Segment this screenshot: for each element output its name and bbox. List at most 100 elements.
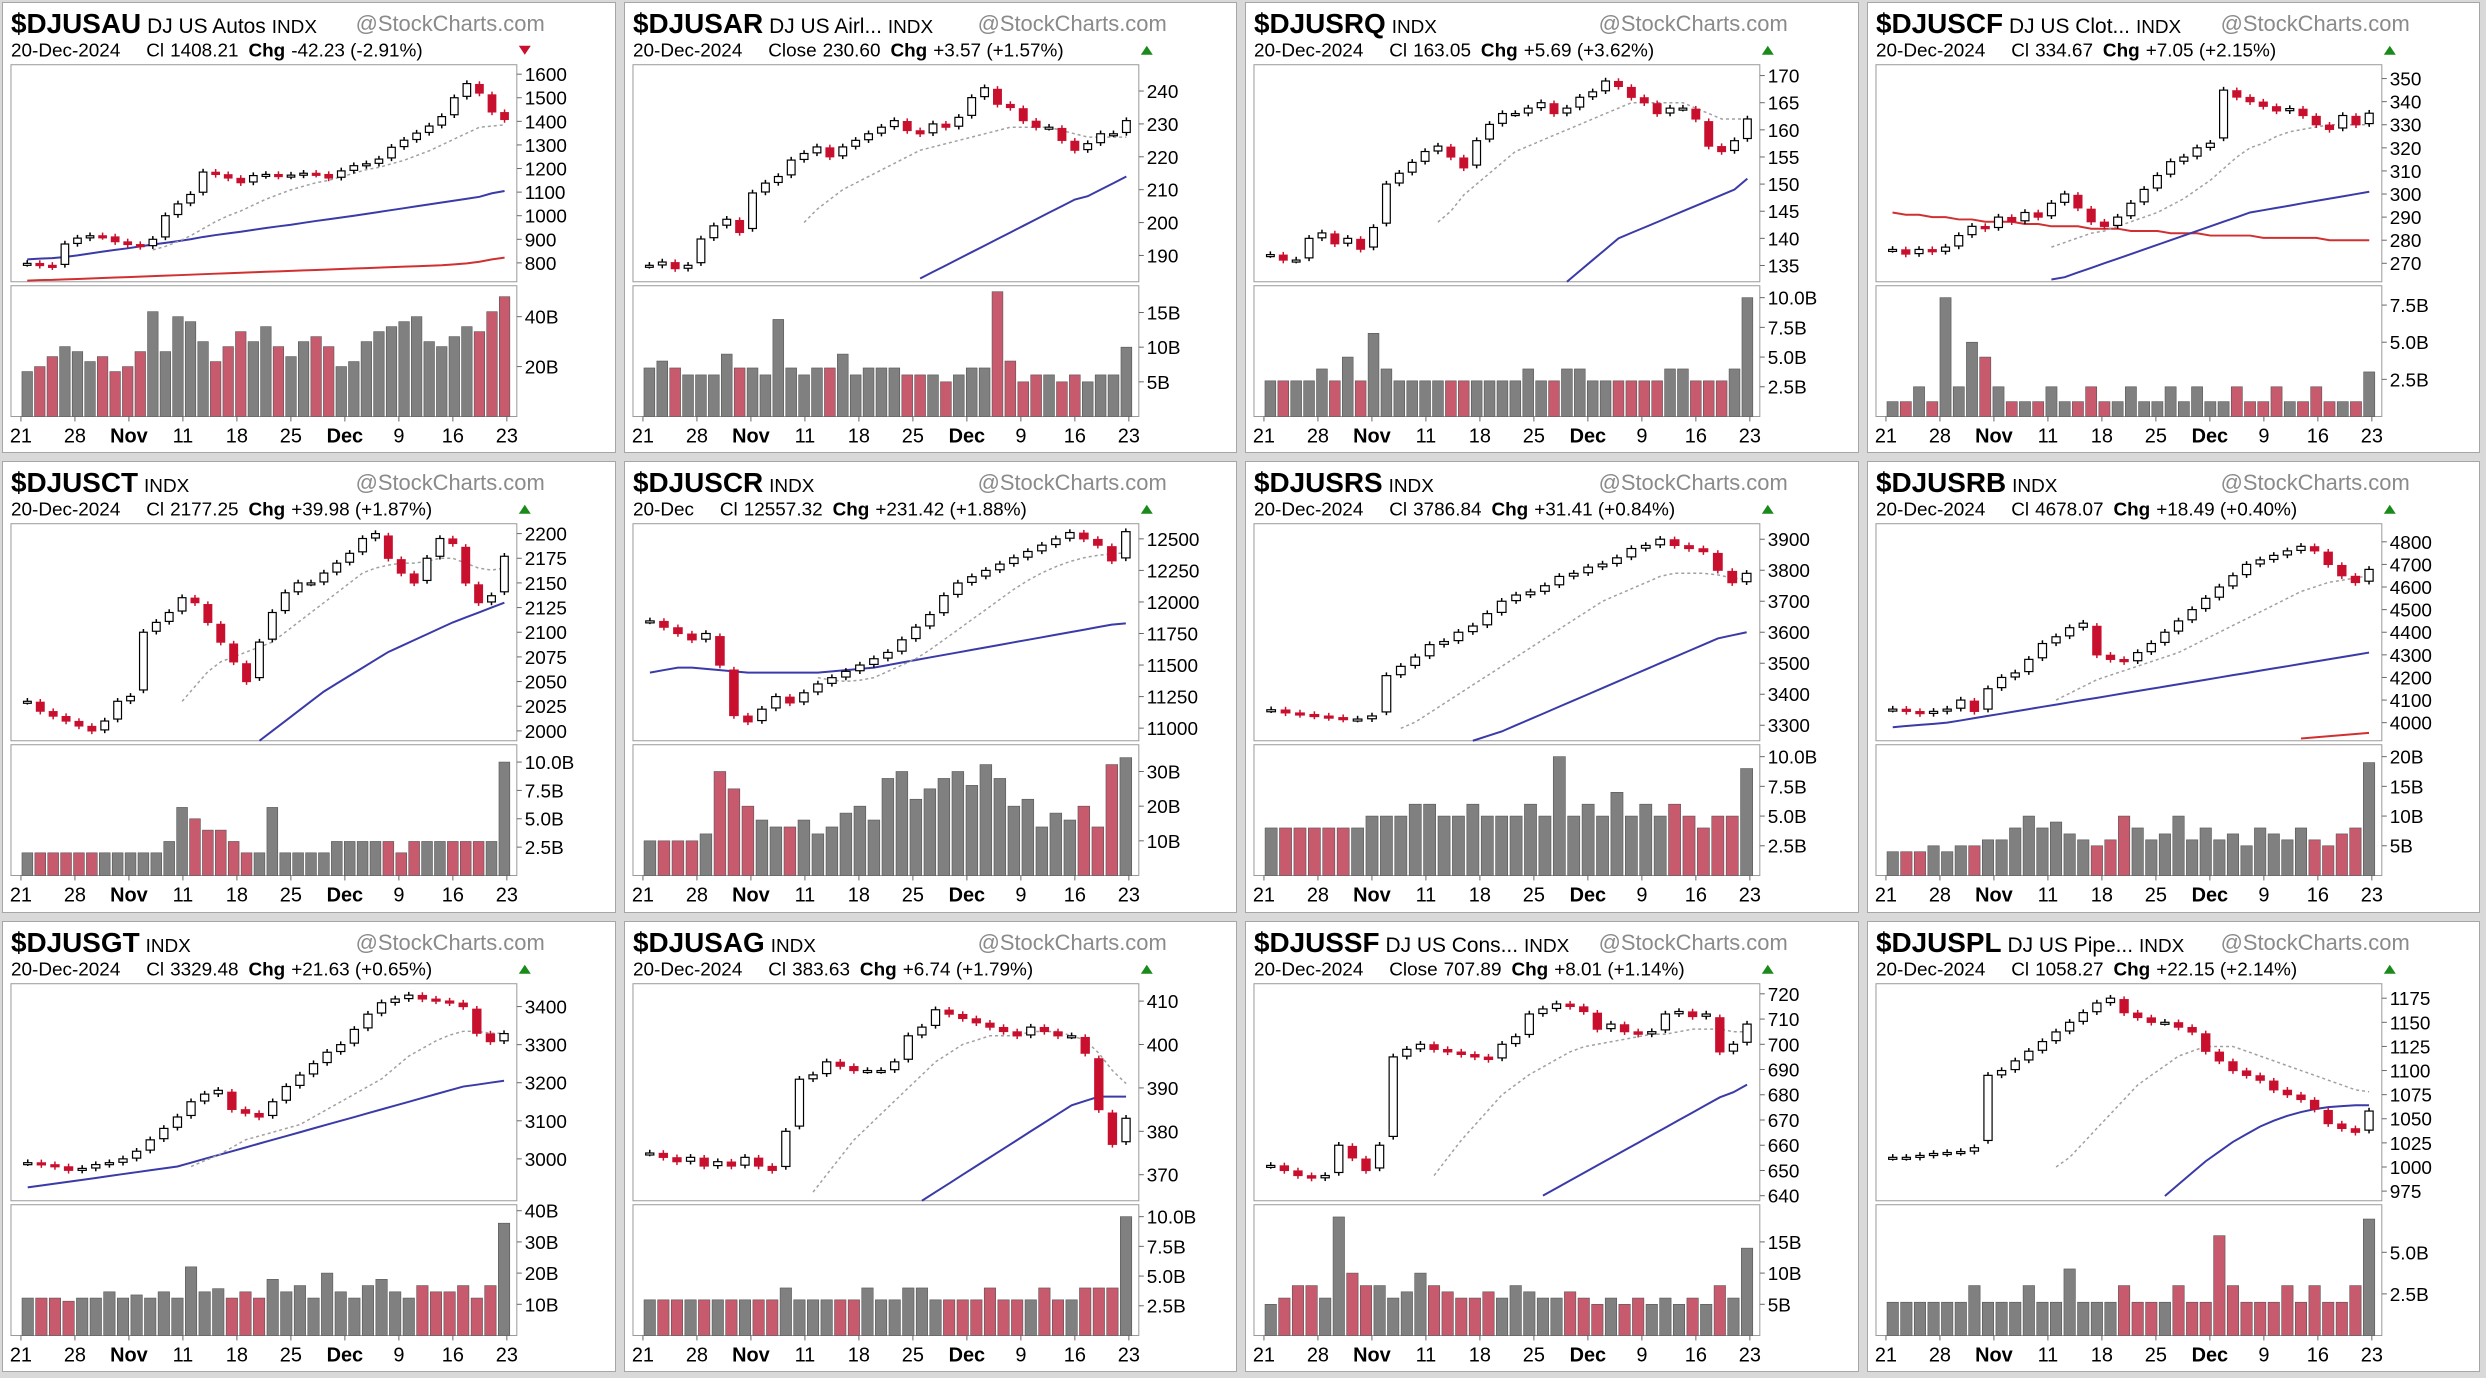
candle-body: [658, 1152, 668, 1158]
volume-bar: [2022, 1284, 2035, 1336]
candle-body: [1347, 1145, 1358, 1159]
candle-body: [173, 203, 183, 216]
x-tick-label: 25: [2144, 425, 2166, 447]
volume-bar: [1042, 374, 1055, 417]
chart-panel-djuscr[interactable]: $DJUSCR INDX @StockCharts.com 20-Dec Cl 12557…: [623, 461, 1237, 913]
volume-bar: [1264, 1303, 1277, 1336]
volume-bar: [1564, 1291, 1577, 1336]
candle: [2050, 1028, 2061, 1044]
volume-bar: [1638, 380, 1650, 417]
candle: [345, 550, 355, 566]
candle: [254, 639, 264, 682]
candle: [1900, 246, 1910, 258]
candle: [742, 713, 753, 726]
chart-panel-djusrs[interactable]: $DJUSRS INDX @StockCharts.com 20-Dec-2024 Cl…: [1245, 461, 1859, 913]
candle-body: [695, 238, 705, 264]
candle-body: [786, 159, 796, 176]
close-value: 383.63: [792, 959, 850, 980]
chart-panel-djusct[interactable]: $DJUSCT INDX @StockCharts.com 20-Dec-2024 Cl…: [2, 461, 616, 913]
candle: [1996, 674, 2006, 692]
volume-tick-label: 5B: [2389, 837, 2412, 858]
candle: [2227, 572, 2238, 590]
candle: [2146, 1014, 2156, 1026]
volume-bar: [2212, 839, 2225, 877]
x-tick-label: 21: [1874, 1344, 1896, 1366]
chart-panel-djusgt[interactable]: $DJUSGT INDX @StockCharts.com 20-Dec-2024 Cl…: [2, 920, 616, 1372]
candle-body: [1120, 531, 1131, 559]
candle-body: [1106, 546, 1117, 562]
chart-panel-djuscf[interactable]: $DJUSCF DJ US Clot... INDX @StockCharts.com…: [1866, 2, 2480, 454]
chart-panel-djusrb[interactable]: $DJUSRB INDX @StockCharts.com 20-Dec-2024 Cl…: [1866, 461, 2480, 913]
candle: [2086, 206, 2096, 225]
candle-body: [714, 636, 725, 666]
price-tick-label: 3300: [1768, 717, 1810, 738]
volume-bar: [1055, 381, 1068, 417]
chart-panel-djuspl[interactable]: $DJUSPL DJ US Pipe... INDX @StockCharts.com…: [1866, 920, 2480, 1372]
candle: [2059, 190, 2069, 206]
candle: [1361, 1155, 1371, 1174]
price-tick-label: 3700: [1768, 593, 1810, 614]
volume-tick-label: 5.0B: [1146, 1267, 1185, 1288]
x-tick-label: 23: [1739, 1344, 1761, 1366]
candle: [336, 167, 346, 181]
volume-bar: [2240, 1301, 2253, 1336]
chart-panel-djusrq[interactable]: $DJUSRQ INDX @StockCharts.com 20-Dec-2024 Cl…: [1245, 2, 1859, 454]
candle: [644, 617, 655, 625]
candle: [308, 1060, 319, 1077]
candle: [728, 667, 739, 720]
volume-bar: [643, 840, 656, 877]
x-tick-label: 23: [496, 885, 518, 907]
candle-body: [910, 626, 921, 640]
candle-body: [1928, 711, 1938, 715]
volume-bar: [2203, 401, 2216, 417]
chart-panel-djusar[interactable]: $DJUSAR DJ US Airl... INDX @StockCharts.com…: [623, 2, 1237, 454]
chart-panel-djusag[interactable]: $DJUSAG INDX @StockCharts.com 20-Dec-2024 Cl…: [623, 920, 1237, 1372]
candle-body: [760, 182, 770, 193]
candle: [2271, 103, 2281, 115]
chart-panel-djussf[interactable]: $DJUSSF DJ US Cons... INDX @StockCharts.com…: [1245, 920, 1859, 1372]
date: 20-Dec-2024: [1254, 41, 1363, 62]
candle-body: [1626, 86, 1636, 98]
candle: [91, 1160, 101, 1171]
chart-panel-djusau[interactable]: $DJUSAU DJ US Autos INDX @StockCharts.com 20…: [2, 2, 616, 454]
candle-body: [1660, 1013, 1671, 1031]
volume-bar: [2084, 386, 2097, 417]
volume-bar: [1354, 380, 1367, 417]
candle-body: [2086, 208, 2096, 223]
candle-body: [1701, 1013, 1711, 1017]
volume-bar: [769, 826, 782, 877]
volume-bar: [888, 1299, 901, 1336]
x-tick-label: 11: [794, 885, 815, 907]
candle: [882, 649, 893, 662]
x-tick-label: 28: [1307, 425, 1329, 447]
candle: [1470, 1051, 1480, 1060]
candle: [1669, 536, 1680, 550]
x-tick-label: 11: [173, 1344, 194, 1366]
candle-body: [240, 1108, 251, 1114]
volume-bar: [189, 818, 201, 877]
volume-bar: [1049, 813, 1062, 877]
volume-tick-label: 5.0B: [1768, 807, 1807, 828]
volume-bar: [1119, 1216, 1132, 1336]
volume-tick-label: 10.0B: [1146, 1207, 1195, 1228]
ma-fast: [2055, 1045, 2369, 1168]
candle: [1381, 672, 1392, 716]
volume-bar: [1264, 380, 1277, 417]
x-tick-label: 16: [2306, 1344, 2328, 1366]
volume-bar: [109, 371, 121, 417]
candle: [475, 81, 484, 97]
candle-body: [190, 597, 200, 604]
candle: [1901, 706, 1911, 715]
x-tick-label: Dec: [2191, 885, 2228, 907]
candle: [22, 698, 32, 705]
candle-body: [1887, 1156, 1897, 1160]
candle-body: [2050, 1031, 2061, 1041]
volume-bar: [2230, 386, 2243, 417]
candle: [2037, 1038, 2047, 1054]
candle: [1069, 138, 1079, 154]
candle: [211, 169, 221, 178]
candle-body: [644, 620, 655, 624]
candle-body: [1265, 254, 1275, 258]
candle-body: [254, 641, 264, 679]
